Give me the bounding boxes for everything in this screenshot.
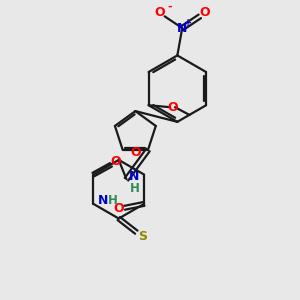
Text: O: O [130,146,141,159]
Text: S: S [138,230,147,243]
Text: O: O [110,155,121,168]
Text: O: O [168,101,178,114]
Text: -: - [167,2,172,12]
Text: N: N [129,170,140,183]
Text: N: N [98,194,108,207]
Text: O: O [154,6,165,19]
Text: O: O [113,202,124,215]
Text: H: H [108,194,118,207]
Text: N: N [177,22,188,34]
Text: H: H [129,182,139,195]
Text: O: O [200,6,210,19]
Text: +: + [184,18,192,28]
